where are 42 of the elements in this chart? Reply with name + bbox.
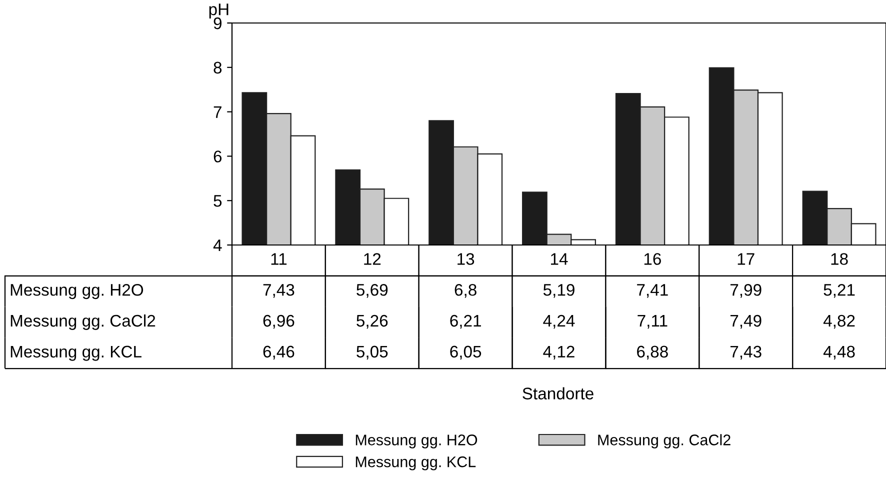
x-tick-label: 11: [271, 253, 287, 265]
text: Messung gg. H2O: [10, 284, 144, 300]
data-label: 4,82: [823, 314, 855, 329]
text: Standorte: [522, 387, 594, 400]
data-label: 6,05: [450, 346, 482, 360]
y-axis-title: pH: [209, 4, 228, 19]
y-tick-label: 6: [214, 150, 222, 162]
legend-label: Messung gg. KCL: [356, 456, 476, 470]
x-tick-label: 12: [364, 253, 381, 265]
data-label: 5,21: [824, 284, 855, 298]
data-label: 7,41: [637, 284, 668, 298]
x-tick-label: 14: [551, 253, 568, 265]
y-tick-label: 5: [214, 195, 222, 207]
y-tick-label: 4: [213, 240, 222, 252]
x-tick-label: 16: [644, 253, 661, 265]
text: Messung gg. KCL: [10, 346, 142, 361]
data-label: 5,69: [356, 284, 388, 298]
data-label: 5,19: [543, 284, 574, 298]
data-label: 7,99: [730, 284, 762, 298]
data-label: 4,12: [543, 346, 574, 360]
data-label: 7,11: [638, 315, 668, 329]
x-tick-label: 13: [458, 253, 474, 265]
legend-label: Messung gg. CaCl2: [598, 434, 730, 448]
data-label: 6,21: [450, 314, 481, 329]
data-label: 4,24: [543, 314, 575, 329]
x-tick-label: 17: [738, 253, 754, 265]
y-tick-label: 7: [214, 106, 222, 118]
x-tick-label: 18: [831, 253, 848, 265]
data-label: 6,88: [637, 346, 668, 360]
text: Messung gg. CaCl2: [10, 314, 156, 330]
y-tick-label: 9: [214, 17, 222, 30]
data-label: 5,26: [356, 314, 388, 329]
data-label: 6,46: [263, 346, 294, 360]
data-label: 7,43: [263, 284, 294, 298]
data-label: 4,48: [823, 346, 855, 360]
data-label: 5,05: [356, 346, 388, 360]
data-label: 6,96: [263, 314, 294, 329]
y-tick-label: 8: [214, 62, 222, 74]
data-label: 7,49: [730, 314, 762, 329]
legend-label: Messung gg. H2O: [356, 434, 478, 448]
data-label: 7,43: [730, 346, 762, 360]
data-label: 6,8: [454, 284, 476, 298]
